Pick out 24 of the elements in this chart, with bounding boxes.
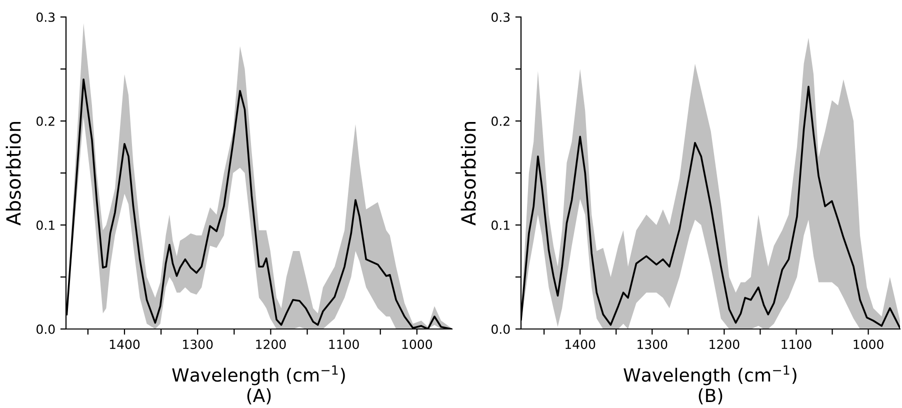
y-tick-label: 0.1 [492, 220, 510, 230]
y-tick-label: 0.0 [492, 324, 510, 334]
x-tick-label: 1400 [110, 340, 140, 350]
x-tick-label: 1400 [566, 340, 596, 350]
x-tick-label: 1000 [402, 340, 432, 350]
text: (A) [247, 388, 271, 404]
text: (B) [698, 388, 722, 404]
y-tick-label: 0.3 [492, 12, 510, 22]
x-tick-label: 1200 [256, 340, 286, 350]
x-tick-label: 1300 [638, 340, 668, 350]
y-tick-label: 0.2 [492, 116, 510, 126]
y-axis-title: Absorbtion [460, 122, 476, 226]
x-tick-label: 1300 [183, 340, 213, 350]
y-tick-label: 0.0 [36, 324, 55, 334]
x-tick-label: 1200 [710, 340, 740, 350]
x-axis-title: Wavelength (cm$^{−1}$) [624, 365, 796, 386]
x-tick-label: 1100 [329, 340, 359, 350]
y-tick-label: 0.3 [36, 12, 55, 22]
x-axis-title: Wavelength (cm$^{−1}$) [172, 365, 345, 386]
y-tick-label: 0.1 [36, 220, 54, 230]
y-tick-label: 0.2 [36, 116, 54, 126]
x-tick-label: 1100 [782, 340, 812, 350]
x-tick-label: 1000 [854, 340, 884, 350]
y-axis-title: Absorbtion [6, 122, 21, 226]
